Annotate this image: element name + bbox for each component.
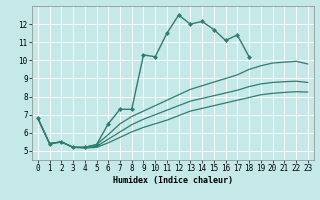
X-axis label: Humidex (Indice chaleur): Humidex (Indice chaleur)	[113, 176, 233, 185]
